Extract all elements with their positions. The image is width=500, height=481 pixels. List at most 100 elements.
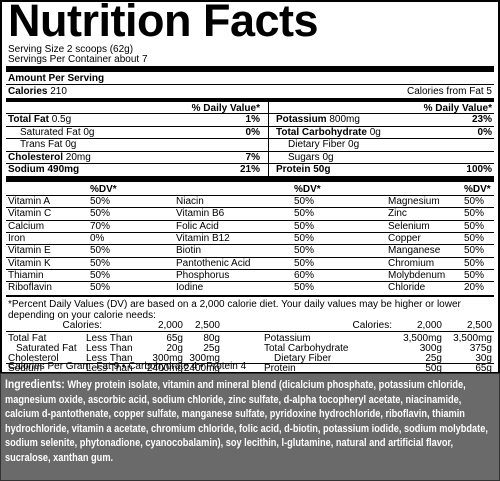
vitamin-dv: 50% <box>90 196 111 207</box>
nutrient-dv: 21% <box>239 164 260 175</box>
rule <box>6 219 494 221</box>
ref-name: Dietary Fiber <box>274 353 332 364</box>
vitamin-name: Manganese <box>388 245 441 257</box>
dv-header: %DV* <box>464 184 491 195</box>
nutrient: Protein 50g <box>276 164 330 175</box>
rule <box>6 268 494 270</box>
rule <box>6 331 494 332</box>
thick-rule <box>6 176 494 182</box>
vitamin-dv: 50% <box>294 245 315 257</box>
nutrient-name: Total Carbohydrate <box>276 127 367 138</box>
divider <box>268 102 269 176</box>
ref-value: 65g <box>166 333 183 344</box>
vitamin-name: Vitamin A <box>8 196 51 207</box>
nutrient-amount: 800mg <box>329 114 360 125</box>
ref-qualifier: Less Than <box>86 343 133 354</box>
servings-per-container: Servings Per Container about 7 <box>8 54 148 65</box>
nutrient-amount: 0.5g <box>51 114 72 125</box>
nutrient-dv: 1% <box>245 114 260 125</box>
rule <box>6 138 494 139</box>
nutrient-amount: 0g <box>348 139 360 150</box>
vitamin-name: Molybdenum <box>388 269 446 281</box>
vitamin-dv: 50% <box>90 245 111 257</box>
nutrient-name: Saturated Fat <box>20 127 81 138</box>
nutrient: Trans Fat 0g <box>20 139 76 150</box>
nutrient-dv: 7% <box>245 152 260 163</box>
vitamin-dv: 50% <box>294 196 315 207</box>
ingredients-box: Ingredients: Whey protein isolate, vitam… <box>0 373 500 481</box>
vitamin-dv: 50% <box>294 282 315 294</box>
vitamin-dv: 50% <box>90 208 111 220</box>
ref-name: Cholesterol <box>8 353 59 364</box>
rule <box>6 113 494 114</box>
vitamin-name: Pantothenic Acid <box>176 257 251 269</box>
ref-name: Potassium <box>264 333 311 344</box>
vitamin-dv: 50% <box>464 245 485 257</box>
vitamin-name: Phosphorus <box>176 269 230 281</box>
rule <box>6 163 494 164</box>
nutrient: Potassium 800mg <box>276 114 360 125</box>
vitamin-dv: 60% <box>294 269 315 281</box>
nutrient: Cholesterol 20mg <box>8 152 91 163</box>
nutrient: Sugars 0g <box>288 152 334 163</box>
ref-qualifier: Less Than <box>86 353 133 364</box>
vitamin-name: Chromium <box>388 257 435 269</box>
vitamin-dv: 50% <box>464 208 485 220</box>
nutrient-amount: 50g <box>313 164 331 175</box>
footnote: *Percent Daily Values (DV) are based on … <box>8 299 461 321</box>
nutrition-label: Nutrition Facts Serving Size 2 scoops (6… <box>0 0 500 374</box>
rule <box>6 84 494 85</box>
vitamin-dv: 50% <box>464 269 485 281</box>
ref-value: 300g <box>419 343 442 354</box>
nutrient: Sodium 490mg <box>8 164 79 175</box>
vitamin-dv: 50% <box>294 220 315 232</box>
ref-value: 80g <box>203 333 220 344</box>
calories-from-fat: Calories from Fat 5 <box>406 86 492 97</box>
nutrient-dv: 100% <box>466 164 492 175</box>
dv-header: %DV* <box>90 184 117 195</box>
vitamin-dv: 50% <box>90 282 111 294</box>
vitamin-name: Niacin <box>176 196 204 207</box>
dv-header: %DV* <box>294 184 321 195</box>
nutrient-name: Protein <box>276 164 311 175</box>
vitamin-name: Vitamin K <box>8 257 51 269</box>
nutrient-name: Sodium <box>8 164 45 175</box>
vitamin-dv: 50% <box>90 257 111 269</box>
medium-rule <box>6 98 494 102</box>
vitamin-dv: 50% <box>464 257 485 269</box>
nutrient-amount: 20mg <box>65 152 91 163</box>
nutrient-dv: 23% <box>471 114 492 125</box>
rule <box>6 295 494 297</box>
ref-header: Calories: <box>352 320 392 331</box>
rule <box>6 195 494 196</box>
vitamin-dv: 50% <box>90 269 111 281</box>
calories-per-gram: Calories Per Gram: Fat 9 • Carbohydrate … <box>8 361 247 372</box>
rule <box>6 256 494 258</box>
nutrient: Total Carbohydrate 0g <box>276 127 381 138</box>
vitamin-name: Calcium <box>8 220 45 232</box>
ref-header: 2,000 <box>416 320 442 331</box>
vitamin-name: Thiamin <box>8 269 44 281</box>
nutrient-amount: 0g <box>369 127 381 138</box>
ref-value: 3,500mg <box>453 333 492 344</box>
ingredients-label: Ingredients: <box>5 377 65 391</box>
nutrient-name: Trans Fat <box>20 139 63 150</box>
vitamin-name: Folic Acid <box>176 220 219 232</box>
nutrient-name: Sugars <box>288 152 320 163</box>
ingredients-text: Whey protein isolate, vitamin and minera… <box>5 379 488 464</box>
vitamin-dv: 50% <box>464 196 485 207</box>
ref-header: 2,500 <box>466 320 492 331</box>
ref-name: Saturated Fat <box>16 343 77 354</box>
vitamin-name: Vitamin C <box>8 208 52 220</box>
vitamin-dv: 50% <box>294 232 315 244</box>
ref-header: 2,000 <box>157 320 183 331</box>
ref-value: 20g <box>166 343 183 354</box>
vitamin-dv: 70% <box>90 220 111 232</box>
vitamin-dv: 50% <box>464 232 485 244</box>
dv-header: % Daily Value* <box>423 103 492 114</box>
vitamin-dv: 50% <box>294 257 315 269</box>
calories: Calories 210 <box>8 86 67 97</box>
ref-name: Total Carbohydrate <box>264 343 349 354</box>
vitamin-dv: 0% <box>90 232 105 244</box>
